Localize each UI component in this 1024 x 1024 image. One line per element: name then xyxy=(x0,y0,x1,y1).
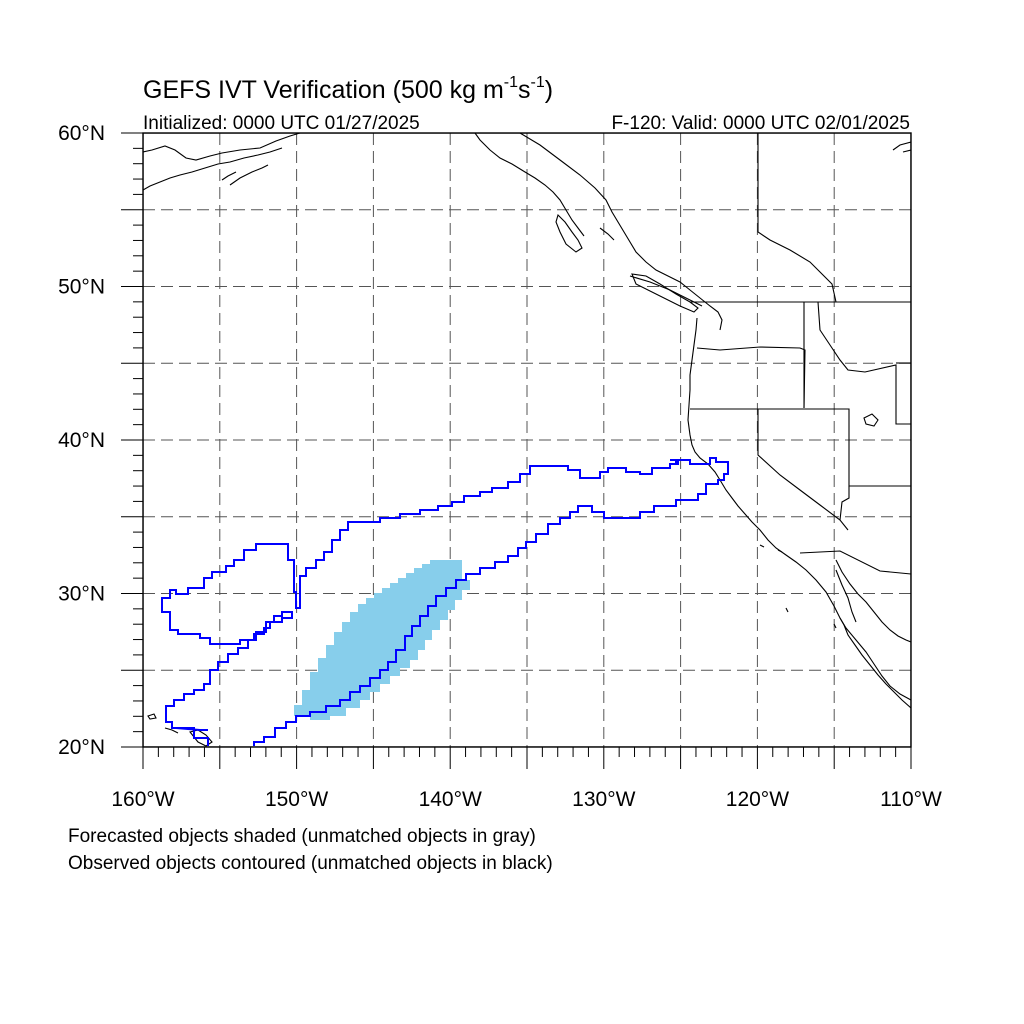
valid-time-label: F-120: Valid: 0000 UTC 02/01/2025 xyxy=(611,113,910,134)
lon-tick-label: 110°W xyxy=(880,788,942,811)
init-time-label: Initialized: 0000 UTC 01/27/2025 xyxy=(143,113,420,134)
gridlines xyxy=(143,133,911,747)
lat-tick-label: 20°N xyxy=(58,736,105,759)
lat-tick-label: 40°N xyxy=(58,429,105,452)
observed-object-tail xyxy=(670,459,677,464)
axis-ticks xyxy=(121,132,912,769)
lon-tick-label: 130°W xyxy=(572,788,635,811)
observed-object-hawaii xyxy=(175,727,208,731)
legend-observed-note: Observed objects contoured (unmatched ob… xyxy=(68,853,553,874)
lon-tick-label: 160°W xyxy=(111,788,174,811)
lon-tick-label: 150°W xyxy=(265,788,328,811)
lat-tick-label: 30°N xyxy=(58,583,105,606)
plot-area xyxy=(143,133,911,747)
longitude-labels: 160°W 150°W 140°W 130°W 120°W 110°W xyxy=(111,788,942,811)
latitude-labels: 20°N 30°N 40°N 50°N 60°N xyxy=(58,122,105,759)
map-title: GEFS IVT Verification (500 kg m-1s-1) xyxy=(143,74,553,104)
observed-object-main xyxy=(161,457,729,746)
lon-tick-label: 140°W xyxy=(419,788,482,811)
observed-object-contours xyxy=(161,457,729,746)
lat-tick-label: 50°N xyxy=(58,276,105,299)
lat-tick-label: 60°N xyxy=(58,122,105,145)
lon-tick-label: 120°W xyxy=(726,788,789,811)
coastline-and-borders xyxy=(143,133,911,747)
forecast-object-shaded xyxy=(294,560,470,720)
legend-forecast-note: Forecasted objects shaded (unmatched obj… xyxy=(68,826,536,847)
